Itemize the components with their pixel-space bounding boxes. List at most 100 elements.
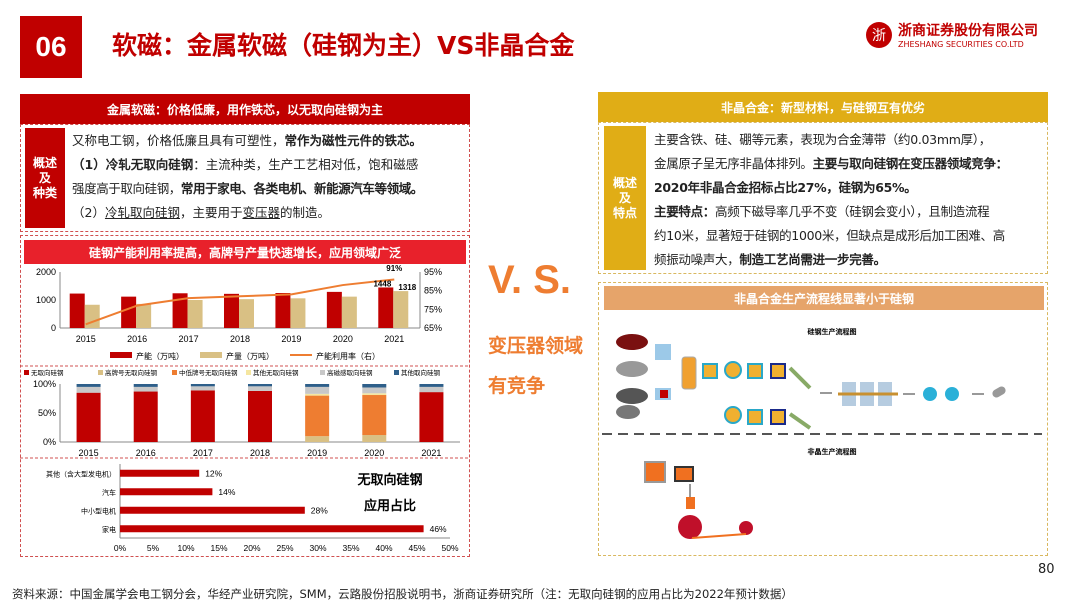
logo-name: 浙商证券股份有限公司 [898,23,1038,39]
stacked-segment [76,392,101,442]
data-label: 1318 [398,283,416,292]
stacked-segment [305,386,330,394]
stacked-segment [419,386,444,393]
y2-tick-label: 95% [424,267,442,277]
line-utilization [85,278,395,326]
bar-output [341,296,357,328]
category-label: 其他（含大型发电机） [46,469,116,478]
amorphous-process-icons [644,461,753,539]
stacked-segment [419,384,444,387]
x-tick-label: 20% [243,543,260,553]
left-description: 又称电工钢，价格低廉且具有可塑性，常作为磁性元件的铁芯。 （1）冷轧无取向硅钢：… [72,133,423,220]
data-label: 91% [386,264,402,273]
chart-title: 无取向硅钢 [356,472,422,487]
bar-application [120,488,213,496]
legend-swatch [110,352,132,358]
diagram-title-steel: 硅钢生产流程图 [808,327,857,336]
bar-output [136,303,152,328]
stacked-segment [248,384,272,387]
stacked-segment [190,386,215,391]
y-tick-label: 0% [43,437,56,447]
data-label: 1448 [373,279,391,288]
x-tick-label: 2020 [333,334,353,344]
stacked-segment [362,387,387,394]
x-tick-label: 2018 [230,334,250,344]
bar-capacity [224,293,239,328]
y-tick-label: 2000 [36,267,56,277]
stacked-segment [305,384,330,387]
steel-process-icons [616,334,1006,430]
y-tick-label: 1000 [36,295,56,305]
x-tick-label: 30% [309,543,326,553]
x-tick-label: 2017 [179,334,199,344]
bar-output [239,299,254,328]
y-tick-label: 50% [38,408,56,418]
x-tick-label: 2020 [364,448,384,458]
y2-tick-label: 65% [424,323,442,333]
x-tick-label: 2015 [79,448,99,458]
stacked-segment [305,393,330,396]
bar-capacity [121,296,137,328]
stacked-segment [76,386,101,393]
x-tick-label: 5% [147,543,160,553]
left-heading: 金属软磁：价格低廉，用作铁芯，以无取向硅钢为主 [20,94,470,124]
stacked-segment [190,390,215,442]
x-tick-label: 2016 [127,334,147,344]
data-label: 12% [205,468,222,478]
category-label: 汽车 [102,488,116,497]
left-side-label: 概述 及 种类 [25,128,65,228]
diagram-title-amorphous: 非晶生产流程图 [808,447,857,456]
bar-capacity [172,293,188,328]
bar-capacity [378,287,394,328]
y2-tick-label: 85% [424,286,442,296]
company-logo: 浙 浙商证券股份有限公司 ZHESHANG SECURITIES CO.LTD [866,20,1038,49]
y2-tick-label: 75% [424,304,442,314]
category-label: 中小型电机 [81,506,116,515]
x-tick-label: 2017 [193,448,213,458]
x-tick-label: 40% [375,543,392,553]
x-tick-label: 2019 [307,448,327,458]
legend-swatch [98,370,103,375]
charts-area: 0 1000 2000 65% 75% 85% 95% 2015 2016 2017 2018 201… [20,264,470,553]
stacked-segment [76,384,101,387]
y-tick-label: 0 [51,323,56,333]
legend-label: 中低牌号无取向硅钢 [179,368,238,377]
legend-label: 产量（万吨） [226,351,274,361]
bar-application [120,525,424,533]
section-number: 06 [20,16,82,78]
stacked-segment [362,393,387,396]
bar-output [84,304,100,328]
bar-output [187,300,203,328]
bar-output [290,298,306,328]
stacked-segment [248,386,272,391]
legend-label: 产能（万吨） [136,351,184,361]
vs-label: V. S. [488,258,572,302]
stacked-segment [305,395,330,437]
legend-label: 高磁感取向硅钢 [327,368,373,377]
x-tick-label: 50% [441,543,458,553]
legend-swatch [320,370,325,375]
x-tick-label: 2015 [76,334,96,344]
x-tick-label: 10% [177,543,194,553]
legend-label: 无取向硅钢 [31,368,64,377]
category-label: 家电 [102,525,116,534]
legend-swatch [200,352,222,358]
legend-swatch [24,370,29,375]
y-tick-label: 100% [33,379,56,389]
right-description: 主要含铁、硅、硼等元素，表现为合金薄带（约0.03mm厚）， 金属原子呈无序非晶… [654,132,1008,267]
stacked-segment [133,386,158,392]
legend-label: 产能利用率（右） [316,351,380,361]
data-label: 14% [218,487,235,497]
legend-label: 高牌号无取向硅钢 [105,368,158,377]
x-tick-label: 0% [114,543,127,553]
chart-title: 应用占比 [364,498,416,513]
stacked-segment [362,384,387,388]
stacked-segment [190,384,215,387]
stacked-segment [362,435,387,442]
legend-swatch [172,370,177,375]
stacked-segment [419,392,444,442]
chart-heading: 硅钢产能利用率提高，高牌号产量快速增长，应用领域广泛 [24,240,466,264]
stacked-segment [133,384,158,387]
bar-application [120,506,305,514]
legend-swatch [246,370,251,375]
